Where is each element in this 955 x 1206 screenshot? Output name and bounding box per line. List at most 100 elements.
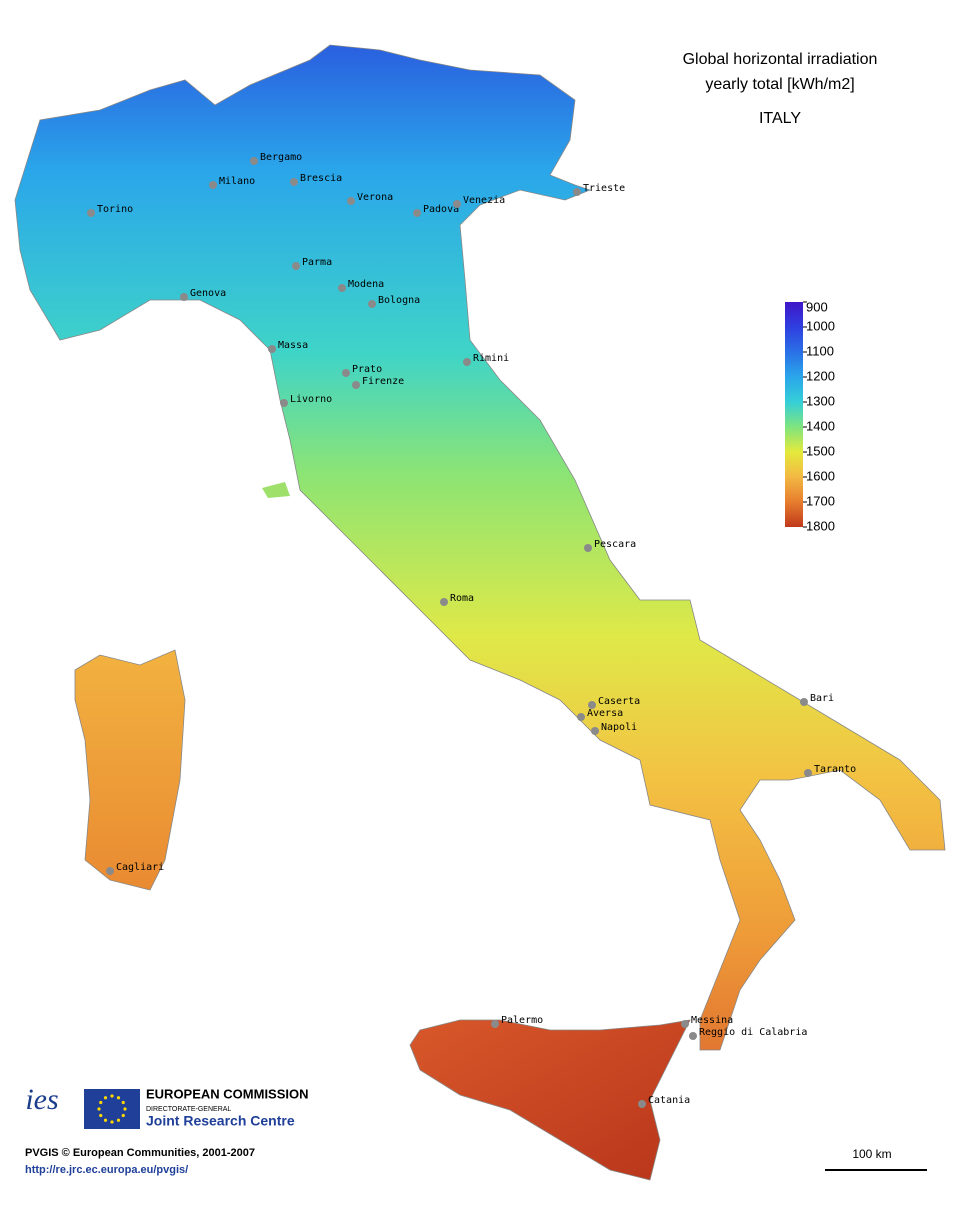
city-marker xyxy=(804,769,812,777)
mainland xyxy=(14,44,946,1051)
city-marker xyxy=(342,369,350,377)
city-label: Genova xyxy=(190,288,226,299)
city-marker xyxy=(290,178,298,186)
legend-label: 1800 xyxy=(806,518,835,533)
legend-label: 1300 xyxy=(806,393,835,408)
commission-text: EUROPEAN COMMISSION xyxy=(146,1086,309,1101)
eu-star xyxy=(110,1120,114,1124)
city-label: Padova xyxy=(423,204,459,215)
city-label: Napoli xyxy=(601,722,637,733)
legend-label: 1600 xyxy=(806,468,835,483)
city-marker xyxy=(591,727,599,735)
legend-label: 1400 xyxy=(806,418,835,433)
eu-star xyxy=(103,1096,108,1100)
city-label: Modena xyxy=(348,279,384,290)
eu-star xyxy=(116,1118,121,1122)
city-label: Reggio di Calabria xyxy=(699,1027,807,1038)
city-label: Pescara xyxy=(594,539,636,550)
eu-star xyxy=(121,1113,125,1118)
directorate-text: DIRECTORATE-GENERAL xyxy=(146,1106,231,1113)
city-label: Taranto xyxy=(814,764,856,775)
legend-label: 900 xyxy=(806,299,828,314)
city-label: Milano xyxy=(219,176,255,187)
city-label: Verona xyxy=(357,192,393,203)
city-label: Bari xyxy=(810,693,834,704)
city-marker xyxy=(800,698,808,706)
jrc-text: Joint Research Centre xyxy=(146,1113,295,1129)
city-marker xyxy=(689,1032,697,1040)
city-label: Trieste xyxy=(583,183,625,194)
city-marker xyxy=(87,209,95,217)
city-marker xyxy=(338,284,346,292)
city-marker xyxy=(250,157,258,165)
city-marker xyxy=(180,293,188,301)
city-marker xyxy=(463,358,471,366)
city-label: Messina xyxy=(691,1015,733,1026)
city-marker xyxy=(453,200,461,208)
city-label: Brescia xyxy=(300,173,342,184)
title-line1: Global horizontal irradiation xyxy=(683,51,878,68)
city-labels: Bergamo Milano Brescia Torino Verona Padova Ve… xyxy=(87,152,856,1108)
city-marker xyxy=(440,598,448,606)
legend: 900 1000 1100 1200 1300 1400 1500 1600 1700 1800 xyxy=(803,299,835,533)
elba xyxy=(262,482,290,498)
city-label: Torino xyxy=(97,204,133,215)
city-marker xyxy=(368,300,376,308)
sardinia xyxy=(74,649,186,891)
eu-star xyxy=(99,1113,103,1118)
eu-logo: EUROPEAN COMMISSION DIRECTORATE-GENERAL … xyxy=(84,1086,309,1129)
city-label: Parma xyxy=(302,257,332,268)
city-marker xyxy=(347,197,355,205)
city-marker xyxy=(106,867,114,875)
city-marker xyxy=(209,181,217,189)
legend-label: 1200 xyxy=(806,368,835,383)
city-label: Caserta xyxy=(598,696,640,707)
city-label: Catania xyxy=(648,1095,690,1106)
city-label: Palermo xyxy=(501,1015,543,1026)
copyright: PVGIS © European Communities, 2001-2007 xyxy=(25,1147,255,1159)
city-label: Venezia xyxy=(463,195,505,206)
city-marker xyxy=(573,188,581,196)
city-label: Livorno xyxy=(290,394,332,405)
city-marker xyxy=(584,544,592,552)
city-label: Rimini xyxy=(473,353,509,364)
title-country: ITALY xyxy=(759,110,801,127)
city-marker xyxy=(638,1100,646,1108)
city-marker xyxy=(292,262,300,270)
eu-star xyxy=(97,1107,101,1111)
legend-label: 1500 xyxy=(806,443,835,458)
city-marker xyxy=(280,399,288,407)
city-label: Massa xyxy=(278,340,308,351)
eu-star xyxy=(123,1107,127,1111)
city-marker xyxy=(352,381,360,389)
color-scale xyxy=(785,302,803,527)
ies-text: ies xyxy=(25,1083,58,1116)
city-marker xyxy=(268,345,276,353)
city-label: Bologna xyxy=(378,295,420,306)
legend-label: 1700 xyxy=(806,493,835,508)
eu-star xyxy=(99,1100,103,1105)
sicily xyxy=(409,1019,691,1181)
city-label: Bergamo xyxy=(260,152,302,163)
city-label: Aversa xyxy=(587,708,623,719)
legend-label: 1100 xyxy=(806,343,834,358)
city-label: Prato xyxy=(352,364,382,375)
legend-label: 1000 xyxy=(806,318,835,333)
eu-star xyxy=(121,1100,125,1105)
city-label: Roma xyxy=(450,593,474,604)
title-line2: yearly total [kWh/m2] xyxy=(705,76,854,93)
city-marker xyxy=(577,713,585,721)
city-marker xyxy=(681,1020,689,1028)
scale-bar-label: 100 km xyxy=(852,1147,891,1161)
city-marker xyxy=(491,1020,499,1028)
city-label: Firenze xyxy=(362,376,404,387)
eu-star xyxy=(103,1118,108,1122)
city-marker xyxy=(588,701,596,709)
ies-logo: ies xyxy=(25,1083,58,1116)
eu-star xyxy=(110,1094,114,1098)
city-marker xyxy=(413,209,421,217)
url-link[interactable]: http://re.jrc.ec.europa.eu/pvgis/ xyxy=(25,1164,188,1176)
city-label: Cagliari xyxy=(116,862,164,873)
